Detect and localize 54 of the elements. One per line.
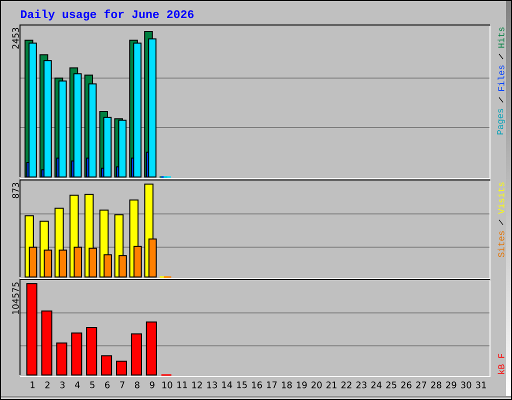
x-tick-label: 26 [401,382,412,388]
x-tick-label: 13 [207,382,217,388]
legend-label: Files [498,65,504,91]
bar [101,355,112,376]
x-tick-label: 14 [222,382,232,388]
legend-label: Pages [497,108,505,134]
x-tick-label: 2 [45,382,50,388]
x-tick-label: 16 [252,382,262,388]
x-tick-label: 22 [341,382,352,388]
x-tick-label: 20 [312,382,322,388]
bar [26,283,38,376]
x-tick-label: 10 [162,382,172,388]
text: 104575 [12,282,19,314]
x-tick-label: 24 [371,382,382,388]
x-tick-label: 15 [237,382,247,388]
x-tick-label: 25 [386,382,396,388]
text: Visits [498,182,504,214]
bar [28,42,37,178]
x-tick-label: 29 [446,382,456,388]
x-tick-label: 6 [105,382,110,388]
x-tick-label: 4 [74,382,80,388]
x-tick-label: 27 [416,382,426,388]
bar [86,326,98,376]
legend-label: Sites [498,231,504,258]
x-tick-label: 8 [134,382,140,388]
x-tick-label: 21 [326,382,336,388]
bar [146,321,157,376]
x-tick-label: 18 [282,382,292,388]
x-tick-label: 17 [267,382,277,388]
x-tick-label: 11 [177,382,187,388]
bar [116,360,128,376]
bar [118,120,127,178]
text: 873 [12,182,19,198]
x-tick-label: 9 [150,382,154,388]
bar [58,80,67,178]
bar [71,332,82,376]
x-tick-label: 12 [192,382,202,388]
bar [56,342,68,376]
bar [130,333,142,376]
x-tick-label: 19 [296,382,307,388]
text: Hits [498,27,504,48]
text: 2453 [12,28,19,49]
text: kB F [498,354,504,374]
x-tick-label: 31 [476,382,486,388]
x-tick-label: 23 [356,382,366,388]
chart-title: Daily usage for June 2026 [20,9,194,21]
x-tick-label: 5 [90,382,94,388]
x-tick-label: 7 [120,382,124,388]
x-tick-label: 28 [431,382,442,388]
x-tick-label: 30 [461,382,472,388]
x-tick-label: 3 [60,382,65,388]
x-tick-label: 1 [30,382,35,388]
bar [41,310,52,376]
bar [133,42,142,178]
